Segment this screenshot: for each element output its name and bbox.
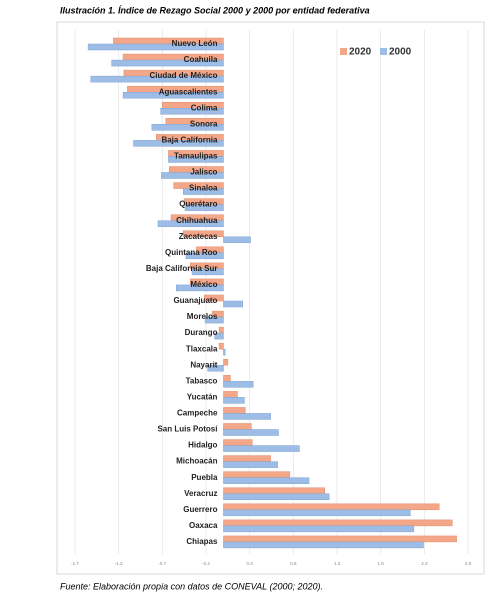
bar	[223, 525, 415, 533]
bar	[223, 487, 326, 494]
category-label: Tamaulipas	[174, 152, 218, 161]
category-label: Colima	[191, 103, 218, 112]
category-label: Yucatán	[187, 392, 218, 401]
bar	[168, 156, 224, 163]
category-label: Baja California	[161, 135, 218, 144]
category-label: Coahuila	[184, 55, 218, 64]
bar	[160, 108, 224, 115]
bar	[223, 423, 252, 430]
x-tick-label: -0.2	[202, 561, 210, 566]
x-tick-label: 0.3	[247, 561, 254, 566]
bar	[204, 316, 224, 324]
bar	[223, 381, 254, 388]
legend-swatch	[340, 48, 347, 55]
bar	[223, 519, 453, 527]
bar	[223, 493, 330, 500]
bar	[223, 407, 246, 414]
bar	[223, 359, 229, 366]
source-note: Fuente: Elaboración propia con datos de …	[60, 581, 323, 591]
category-label: Zacatecas	[179, 232, 218, 241]
x-tick-label: 2.3	[421, 561, 428, 566]
bar	[90, 75, 224, 83]
bar	[151, 124, 224, 131]
category-label: Nuevo León	[172, 39, 218, 48]
bar	[223, 300, 243, 308]
bar	[223, 375, 231, 382]
bar	[214, 332, 224, 340]
x-tick-label: -0.7	[158, 561, 166, 566]
category-label: Ciudad de México	[149, 71, 217, 80]
bar	[223, 541, 424, 549]
bar	[176, 284, 224, 292]
bar	[161, 172, 224, 179]
bar	[207, 365, 224, 372]
category-label: Michoacán	[176, 457, 217, 466]
category-label: Oaxaca	[189, 521, 218, 530]
bar	[223, 471, 291, 478]
category-label: Chiapas	[186, 537, 218, 546]
bar	[223, 455, 271, 462]
category-label: Jalisco	[190, 168, 217, 177]
bar	[223, 236, 251, 243]
bar	[133, 140, 224, 147]
category-label: Hidalgo	[188, 441, 217, 450]
category-label: Morelos	[187, 312, 218, 321]
category-label: Veracruz	[184, 489, 217, 498]
bar	[184, 204, 224, 211]
bar	[122, 91, 224, 99]
x-tick-label: 1.8	[378, 561, 385, 566]
bar	[223, 477, 310, 484]
bar	[87, 43, 224, 51]
bar	[157, 220, 224, 227]
x-tick-label: -1.2	[115, 561, 123, 566]
x-tick-label: 0.8	[290, 561, 297, 566]
category-label: Campeche	[177, 409, 218, 418]
bar	[223, 503, 440, 511]
bar	[183, 230, 224, 237]
category-label: Querétaro	[179, 200, 217, 209]
bar	[185, 252, 224, 260]
category-label: México	[190, 280, 217, 289]
bar	[223, 348, 226, 356]
category-label: Guanajuato	[173, 296, 217, 305]
chart-frame	[56, 21, 485, 575]
category-label: Durango	[185, 328, 218, 337]
bar	[223, 391, 238, 398]
category-label: Chihuahua	[176, 216, 218, 225]
bar	[218, 326, 224, 334]
x-tick-label: -1.7	[71, 561, 79, 566]
legend-label: 2000	[389, 47, 412, 58]
bar	[218, 342, 224, 350]
bar	[223, 509, 411, 517]
category-label: Guerrero	[183, 505, 217, 514]
category-label: Aguascalientes	[159, 87, 218, 96]
x-tick-label: 2.8	[465, 561, 472, 566]
bar	[191, 268, 224, 276]
category-label: San Luis Potosí	[157, 425, 218, 434]
bar	[223, 535, 457, 543]
bar	[223, 413, 271, 420]
bar	[223, 397, 245, 404]
category-label: Tabasco	[186, 376, 218, 385]
bar	[204, 294, 224, 302]
chart-title: Ilustración 1. Índice de Rezago Social 2…	[60, 5, 370, 15]
bar	[111, 59, 224, 67]
category-label: Quintana Roo	[165, 248, 218, 257]
bar	[223, 439, 253, 446]
legend-swatch	[380, 48, 387, 55]
category-label: Nayarit	[190, 360, 217, 369]
x-tick-label: 1.3	[334, 561, 341, 566]
category-label: Sinaloa	[189, 184, 218, 193]
bar	[223, 445, 300, 452]
category-label: Baja California Sur	[146, 264, 218, 273]
legend-label: 2020	[349, 47, 372, 58]
category-label: Tlaxcala	[186, 344, 218, 353]
category-label: Puebla	[191, 473, 218, 482]
category-label: Sonora	[190, 119, 218, 128]
bar	[223, 461, 278, 468]
bar	[223, 429, 279, 436]
bar	[183, 188, 224, 195]
